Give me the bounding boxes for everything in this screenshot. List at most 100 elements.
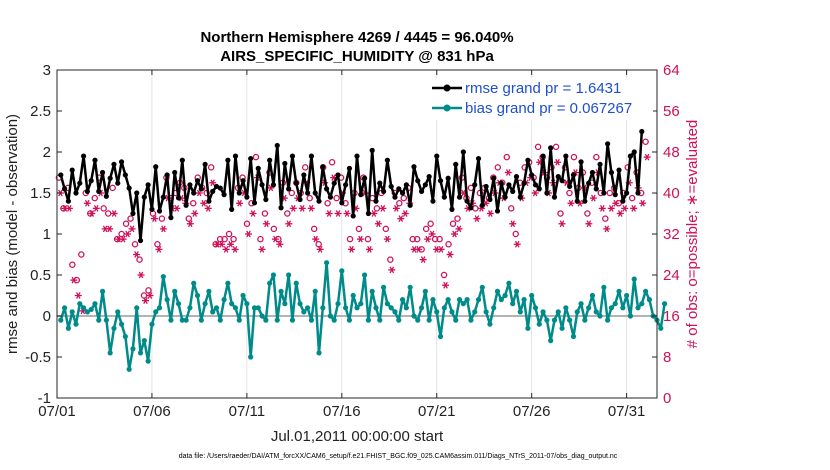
bias-point [502, 292, 508, 299]
bias-point [399, 297, 406, 303]
rmse-point [620, 198, 626, 204]
rmse-point [487, 196, 493, 203]
rmse-point [475, 155, 482, 162]
rmse-point [551, 194, 558, 200]
obs-evaluated-point [639, 199, 647, 207]
obs-evaluated-stroke [259, 246, 265, 253]
rmse-point [156, 208, 163, 214]
bias-point [536, 321, 542, 327]
rmse-point [69, 167, 75, 173]
rmse-point [380, 188, 387, 194]
bias-point [422, 288, 428, 294]
obs-possible-point [310, 225, 318, 233]
obs-evaluated-stroke [147, 292, 153, 299]
y-right-tick-label: 24 [663, 267, 680, 284]
bias-point [434, 309, 440, 315]
bias-point [411, 313, 417, 319]
obs-evaluated-point [643, 153, 651, 161]
line-layer [58, 128, 668, 372]
obs-evaluated-stroke [416, 246, 422, 253]
obs-possible-point [127, 215, 134, 222]
obs-evaluated-stroke [631, 205, 636, 212]
obs-evaluated-point [473, 215, 481, 222]
bias-point [437, 333, 444, 340]
bias-point [111, 325, 117, 331]
rmse-point [635, 190, 641, 196]
bias-point [324, 260, 330, 266]
obs-evaluated-stroke [116, 235, 121, 243]
obs-evaluated-point [231, 246, 239, 253]
rmse-point [544, 190, 550, 196]
x-axis-label: Jul.01,2011 00:00:00 start [271, 428, 444, 445]
obs-evaluated-point [365, 246, 373, 253]
bias-point [643, 288, 649, 294]
rmse-point [608, 169, 615, 176]
rmse-point [145, 182, 151, 188]
bias-point [483, 309, 489, 315]
bias-point [453, 317, 459, 323]
obs-evaluated-point [392, 205, 400, 212]
obs-possible-point [301, 164, 309, 171]
obs-evaluated-stroke [429, 230, 435, 238]
obs-possible-point [261, 210, 269, 217]
y-right-tick-label: 64 [663, 62, 680, 79]
bias-point [259, 313, 265, 319]
bias-point [597, 313, 603, 319]
rmse-point [631, 149, 637, 155]
bias-point [578, 301, 584, 307]
rmse-point [107, 175, 113, 181]
rmse-point [563, 153, 569, 159]
obs-possible-point [122, 220, 130, 227]
obs-evaluated-stroke [461, 189, 466, 197]
obs-possible-point [364, 235, 372, 243]
bias-point [88, 306, 94, 313]
obs-evaluated-point [388, 266, 396, 274]
rmse-point [373, 198, 379, 204]
obs-evaluated-point [128, 225, 136, 233]
bias-point [407, 284, 413, 290]
obs-possible-point [382, 225, 390, 233]
y-tick-label: 0.5 [30, 267, 51, 284]
bias-point [605, 317, 611, 323]
bias-point [316, 350, 322, 356]
obs-evaluated-point [513, 240, 521, 248]
rmse-point [99, 169, 106, 176]
legend-bias-label: bias grand pr = 0.067267 [465, 100, 632, 117]
bias-point [293, 280, 299, 286]
bias-point [236, 317, 242, 323]
rmse-point [384, 157, 390, 163]
y-right-tick-label: 0 [663, 390, 671, 407]
rmse-point [441, 194, 447, 200]
bias-point [593, 309, 599, 315]
rmse-point [582, 198, 588, 204]
obs-evaluated-point [133, 251, 141, 258]
obs-evaluated-point [509, 220, 517, 228]
obs-evaluated-stroke [313, 235, 318, 243]
obs-evaluated-stroke [308, 205, 314, 212]
rmse-point [399, 190, 406, 196]
rmse-point [453, 161, 459, 167]
x-tick-label: 07/31 [608, 403, 646, 420]
rmse-point [525, 157, 531, 163]
obs-evaluated-point [222, 246, 230, 253]
obs-evaluated-point [486, 210, 494, 217]
obs-evaluated-stroke [398, 215, 404, 222]
obs-evaluated-point [124, 230, 132, 238]
bias-point [574, 309, 580, 315]
obs-evaluated-stroke [591, 194, 596, 202]
obs-evaluated-stroke [237, 199, 242, 207]
obs-possible-point [387, 256, 394, 263]
bias-point [312, 288, 318, 294]
obs-evaluated-stroke [161, 225, 166, 233]
obs-evaluated-stroke [107, 225, 112, 233]
obs-evaluated-point [451, 230, 459, 238]
obs-evaluated-point [74, 292, 82, 299]
rmse-point [61, 186, 68, 192]
rmse-point [449, 206, 455, 212]
obs-evaluated-stroke [613, 199, 619, 207]
bias-point [286, 272, 292, 278]
bias-point [141, 338, 147, 344]
obs-evaluated-stroke [577, 199, 583, 207]
x-tick-label: 07/21 [418, 403, 456, 420]
rmse-point [570, 172, 577, 178]
